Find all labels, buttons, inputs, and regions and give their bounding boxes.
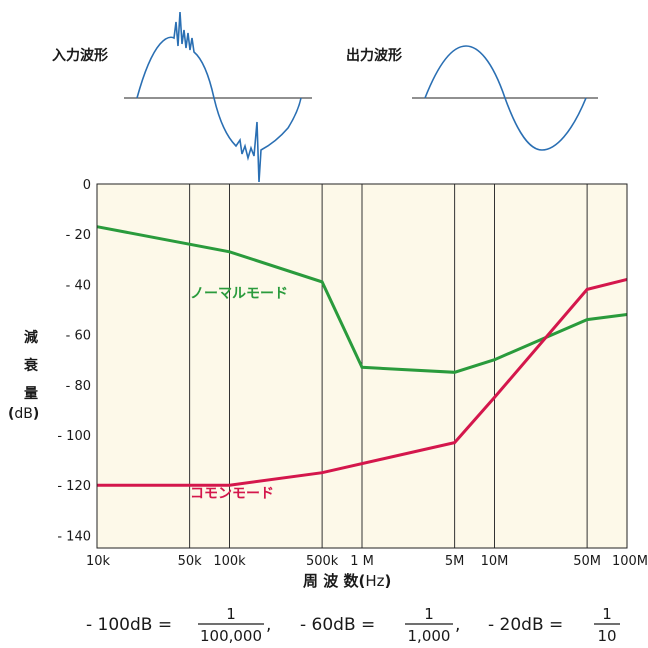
series-line-common-mode [97,277,628,487]
input-waveform: 入力波形 [52,11,312,183]
y-tick-label: - 140 [57,529,91,544]
x-tick-label: 1 M [350,554,374,569]
input-waveform-curve [136,11,302,183]
x-tick-label: 10k [86,554,111,569]
input-waveform-label: 入力波形 [52,47,108,64]
formula-term2-denominator: 1,000 [408,627,451,645]
y-tick-label: - 40 [66,278,91,293]
series-label-common-mode: コモンモード [190,486,274,502]
formula-term1-numerator: 1 [226,605,236,623]
series-layer [96,225,628,487]
y-axis-label-char-2: 衰 [23,357,39,374]
x-tick-labels: 10k 50k 100k 500k 1 M 5M 10M 50M 100M [86,554,648,569]
series-label-normal-mode: ノーマルモード [190,286,288,302]
formula-term3-prefix: - 20dB = [488,615,563,635]
y-axis-label-char-1: 減 [24,329,38,346]
attenuation-formula: - 100dB = 1 100,000 , - 60dB = 1 1,000 ,… [86,605,620,645]
formula-separator-2: , [455,615,460,635]
x-tick-label: 50M [573,554,601,569]
y-tick-label: - 60 [66,329,91,344]
y-axis-label: 減 衰 量 (dB) [8,329,39,422]
formula-term1-denominator: 100,000 [200,627,262,645]
formula-term3-numerator: 1 [602,605,612,623]
y-tick-labels: 0 - 20 - 40 - 60 - 80 - 100 - 120 - 140 [57,178,91,544]
x-tick-label: 10M [481,554,509,569]
y-tick-label: - 20 [66,228,91,243]
y-tick-label: - 120 [57,479,91,494]
output-waveform: 出力波形 [346,45,598,151]
y-tick-label: - 80 [66,379,91,394]
x-tick-label: 500k [306,554,339,569]
y-axis-label-char-3: 量 [24,386,38,402]
output-waveform-curve [424,45,587,151]
x-tick-label: 50k [178,554,203,569]
y-tick-label: - 100 [57,429,91,444]
y-axis-label-unit: (dB) [8,406,39,422]
x-tick-label: 100M [612,554,648,569]
output-waveform-label: 出力波形 [346,47,402,64]
x-axis-label: 周 波 数(Hz) [303,572,391,590]
formula-term1-prefix: - 100dB = [86,615,172,635]
plot-frame [96,183,628,549]
x-tick-label: 5M [445,554,465,569]
plot-area [96,183,628,549]
series-line-normal-mode [96,225,628,374]
formula-separator-1: , [266,615,271,635]
formula-term2-prefix: - 60dB = [300,615,375,635]
x-tick-label: 100k [213,554,246,569]
formula-term2-numerator: 1 [424,605,434,623]
grid-lines [189,184,588,548]
formula-term3-denominator: 10 [597,627,616,645]
y-tick-label: 0 [83,178,91,193]
